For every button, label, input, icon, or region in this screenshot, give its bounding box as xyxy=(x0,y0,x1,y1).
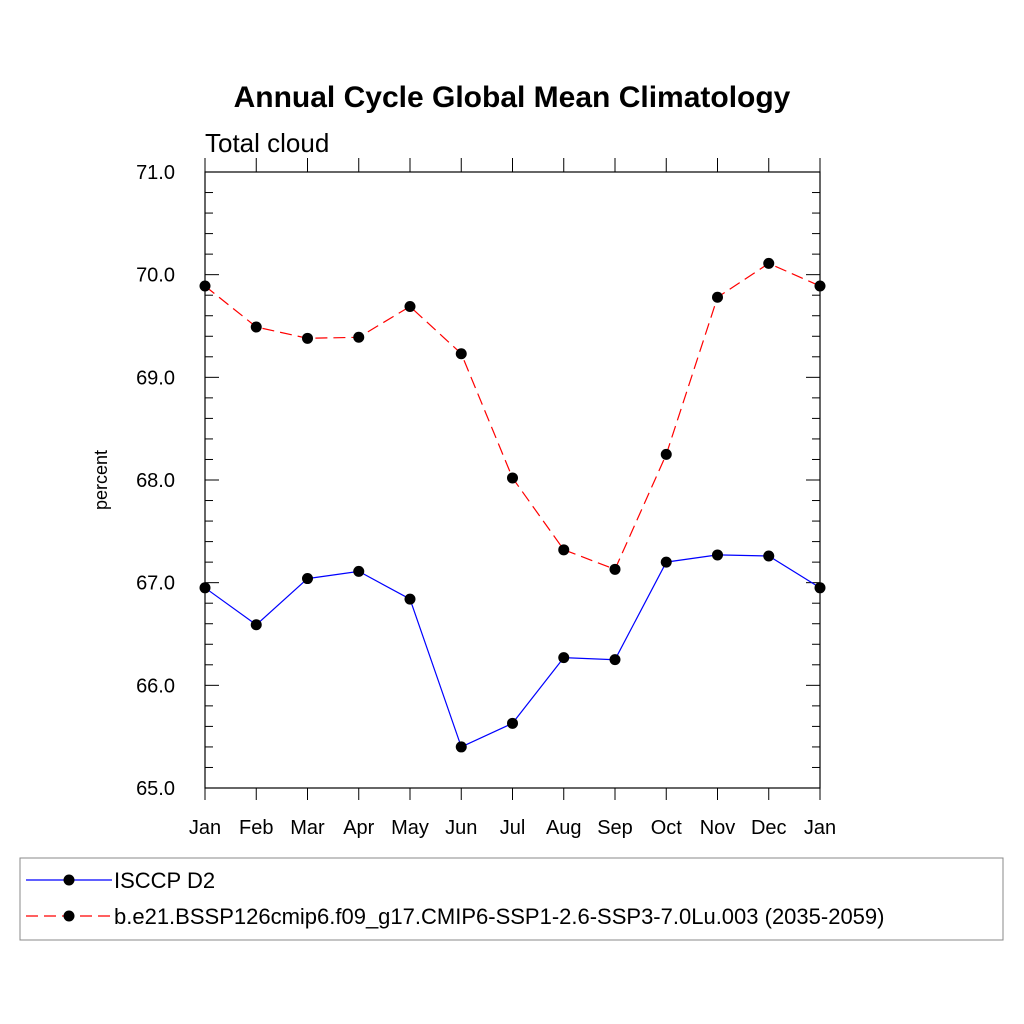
series-2-point xyxy=(712,291,723,303)
series-1-point xyxy=(199,582,211,594)
legend-marker-1 xyxy=(63,874,75,886)
x-tick-label: Jul xyxy=(500,817,526,839)
legend-marker-2 xyxy=(63,910,75,922)
x-tick-label: Jan xyxy=(804,817,836,839)
x-tick-label: Aug xyxy=(546,817,582,839)
legend-box xyxy=(19,857,1004,941)
legend-label-2: b.e21.BSSP126cmip6.f09_g17.CMIP6-SSP1-2.… xyxy=(114,904,884,929)
chart-subtitle: Total cloud xyxy=(205,128,329,158)
series-1-point xyxy=(507,717,518,729)
series-2-point xyxy=(558,544,570,556)
y-tick-label: 70.0 xyxy=(136,265,175,287)
legend-label-1: ISCCP D2 xyxy=(114,868,215,893)
series-1-point xyxy=(250,619,262,631)
x-tick-label: Jun xyxy=(445,817,477,839)
y-tick-label: 65.0 xyxy=(136,778,175,800)
x-tick-label: Jan xyxy=(189,817,221,839)
series-1-point xyxy=(302,573,313,585)
x-tick-label: May xyxy=(391,817,429,839)
series-2-point xyxy=(353,331,365,343)
y-tick-label: 66.0 xyxy=(136,675,175,697)
series-2-point xyxy=(404,300,416,312)
series-2-point xyxy=(814,280,826,292)
x-tick-label: Mar xyxy=(290,817,325,839)
series-1-point xyxy=(353,565,365,577)
y-tick-label: 69.0 xyxy=(136,367,175,389)
series-2-point xyxy=(250,321,262,333)
y-tick-label: 67.0 xyxy=(136,573,175,595)
x-tick-label: Sep xyxy=(597,817,633,839)
series-1-point xyxy=(558,652,570,664)
series-1-point xyxy=(660,556,672,568)
series-1-point xyxy=(455,741,467,753)
series-2-point xyxy=(302,332,313,344)
series-1-point xyxy=(763,550,775,562)
series-line-2 xyxy=(204,262,821,571)
legend: ISCCP D2 b.e21.BSSP126cmip6.f09_g17.CMIP6… xyxy=(19,857,1004,941)
y-tick-label: 71.0 xyxy=(136,162,175,184)
series-1-point xyxy=(814,582,826,594)
x-tick-label: Apr xyxy=(343,817,374,839)
series-2-point xyxy=(660,448,672,460)
series-2-point xyxy=(199,280,211,292)
x-tick-label: Feb xyxy=(239,817,273,839)
y-tick-label: 68.0 xyxy=(136,470,175,492)
plot-area: 65.0 66.0 67.0 68.0 69.0 70.0 71.0 Jan Feb Mar Apr… xyxy=(136,158,836,839)
x-tick-label: Nov xyxy=(700,817,736,839)
series-2-point xyxy=(763,257,775,269)
x-tick-label: Oct xyxy=(651,817,683,839)
series-1-point xyxy=(404,593,416,605)
x-tick-label: Dec xyxy=(751,817,787,839)
series-2-point xyxy=(507,472,518,484)
chart-title: Annual Cycle Global Mean Climatology xyxy=(234,81,791,114)
series-1-point xyxy=(609,654,621,666)
series-2-point xyxy=(609,563,621,575)
series-2-point xyxy=(455,348,467,360)
y-axis-label: percent xyxy=(91,450,111,510)
series-1-point xyxy=(712,549,723,561)
